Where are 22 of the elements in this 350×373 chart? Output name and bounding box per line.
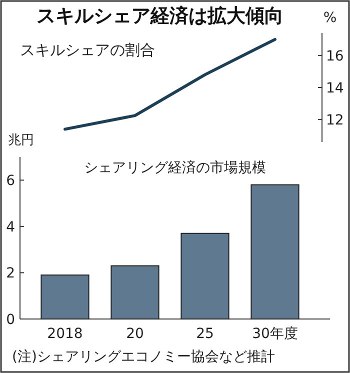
chart-title: スキルシェア経済は拡大傾向	[36, 5, 284, 27]
bar	[110, 265, 160, 320]
y-tick-label: 2	[6, 266, 15, 282]
y-tick-label: 12	[326, 112, 344, 129]
y-tick-label: 16	[326, 48, 344, 64]
y-axis-title: 兆円	[8, 133, 34, 148]
text: スキルシェアの割合	[20, 41, 155, 59]
x-tick-label: 25	[196, 326, 214, 342]
x-tick-label: 30年度	[252, 326, 298, 342]
line-series	[64, 38, 276, 131]
y-tick-label: 4	[6, 219, 16, 236]
bar	[250, 184, 300, 320]
text: (注)シェアリングエコノミー協会など推計	[12, 349, 275, 365]
bar	[180, 232, 230, 320]
y-tick-label: 0	[6, 312, 15, 328]
x-tick-label: 2018	[47, 326, 83, 342]
y-axis-title: %	[323, 10, 337, 26]
x-tick-label: 20	[126, 326, 144, 342]
chart-title: シェアリング経済の市場規模	[84, 160, 266, 176]
y-tick-label: 6	[6, 173, 16, 190]
y-tick-label: 14	[326, 80, 344, 96]
bar	[40, 274, 90, 320]
